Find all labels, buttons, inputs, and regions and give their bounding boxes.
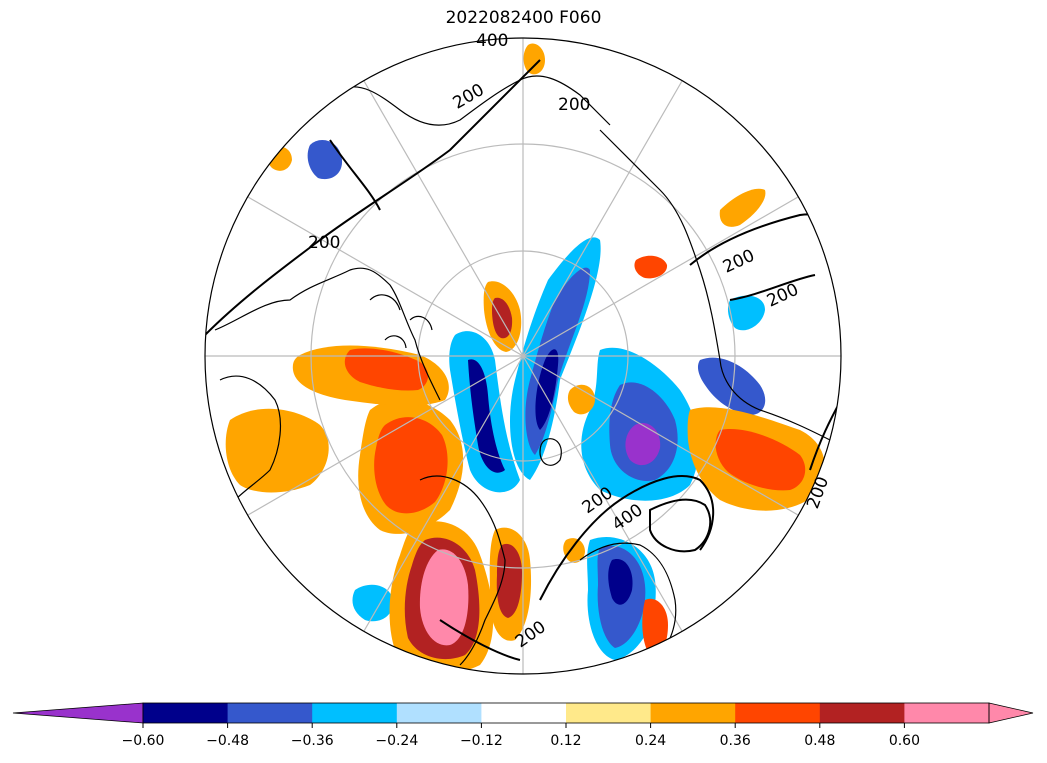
colorbar-bin <box>312 703 398 723</box>
colorbar-tick-label: −0.48 <box>206 733 249 749</box>
positive-zone-iceland-core <box>496 543 522 618</box>
contour-line <box>329 139 381 211</box>
positive-zone-top <box>523 43 545 75</box>
coastline-canada <box>214 267 441 401</box>
contour-line <box>649 498 712 553</box>
colorbar-tick-label: 0.36 <box>720 733 751 749</box>
map-disk <box>205 38 841 674</box>
colorbar-tick-label: −0.24 <box>375 733 418 749</box>
positive-zone-nord-small <box>567 384 595 415</box>
colorbar-bin <box>819 703 905 723</box>
colorbar-tick-label: −0.36 <box>291 733 334 749</box>
colorbar-bin <box>650 703 736 723</box>
colorbar-tick-label: 0.48 <box>804 733 835 749</box>
positive-zone-canada-core <box>344 348 429 391</box>
colorbar-bin <box>396 703 482 723</box>
positive-zone-southwest-core <box>374 417 448 514</box>
contour-labels: 400 200 200 200 200 200 200 200 400 200 <box>308 31 833 652</box>
colorbar-bin <box>143 703 229 723</box>
positive-zone-ne-arctic <box>719 188 766 227</box>
contour-line <box>205 59 541 336</box>
positive-zone-greenland-pink <box>419 549 469 646</box>
colorbar-bin <box>735 703 821 723</box>
contour-label: 200 <box>308 233 340 253</box>
contour-line <box>539 475 715 601</box>
map-boundary <box>204 37 842 675</box>
negative-zone-nw <box>307 140 343 180</box>
negative-zone-ne-small <box>727 295 765 331</box>
contour-line <box>729 274 816 301</box>
colorbar-tick-label: 0.12 <box>550 733 581 749</box>
colorbar: −0.60 −0.48 −0.36 −0.24 −0.12 0.12 0.24 0.36 0.4… <box>12 702 1034 749</box>
negative-zone-east-right <box>697 357 766 415</box>
coastline-siberia <box>599 129 831 441</box>
negative-zone-central-deep <box>535 349 559 430</box>
positive-zone-russia-east-core <box>715 429 806 491</box>
coastline-north <box>339 75 611 126</box>
colorbar-tick-label: 0.60 <box>889 733 920 749</box>
contour-label: 400 <box>476 31 508 51</box>
negative-zone-sw <box>352 584 394 622</box>
positive-zone-south-fringe <box>563 538 585 563</box>
map-title: 2022082400 F060 <box>445 8 602 28</box>
coastline-greenland <box>419 475 506 666</box>
meridian-line <box>363 80 683 632</box>
graticule <box>205 38 841 674</box>
contours <box>205 59 841 661</box>
coastline-archipelago <box>369 294 433 349</box>
coastlines <box>214 75 831 666</box>
contour-line <box>439 619 521 661</box>
colorbar-tick-label: 0.24 <box>635 733 666 749</box>
colorbar-over-arrow <box>988 702 1034 724</box>
contour-label: 200 <box>558 95 590 115</box>
colorbar-bin <box>566 703 652 723</box>
negative-zone-east-deep <box>625 422 661 466</box>
colorbar-bin <box>227 703 313 723</box>
colorbar-bin <box>481 703 567 723</box>
colorbar-tick-label: −0.12 <box>460 733 503 749</box>
negative-zone-south-deep <box>608 559 633 605</box>
colorbar-under-arrow <box>12 702 144 724</box>
coastline-alaska <box>219 375 281 501</box>
positive-zone-siberia-small <box>634 255 668 279</box>
colorbar-tick-label: −0.60 <box>122 733 165 749</box>
coastline-scandinavia <box>579 542 677 656</box>
coastline-svalbard <box>539 438 562 466</box>
colorbar-bin <box>904 703 990 723</box>
negative-zone-west-core <box>468 359 505 473</box>
